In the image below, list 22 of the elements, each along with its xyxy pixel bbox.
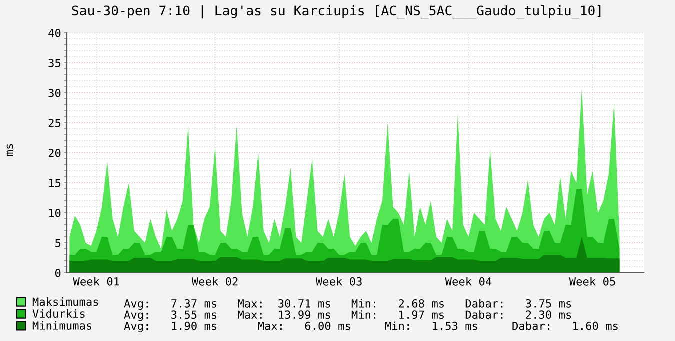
legend-label: Vidurkis — [32, 309, 85, 318]
y-tick-label: 5 — [56, 239, 61, 248]
x-tick-label: Week 01 — [73, 277, 120, 286]
text: Avg: 7.37 ms Max: 30.71 ms Min: 2.68 ms Dabar: 3.75 ms — [124, 299, 572, 310]
y-tick-label: 35 — [48, 59, 61, 68]
legend-label: Minimumas — [32, 321, 92, 330]
x-tick-label: Week 02 — [192, 277, 238, 286]
y-tick-label: 0 — [55, 269, 61, 278]
y-axis-title: ms — [6, 144, 14, 156]
x-tick-label: Week 05 — [569, 277, 616, 286]
text: Avg: 1.90 ms Max: 6.00 ms Min: 1.53 ms Dabar: 1.60 ms — [124, 322, 618, 333]
legend-label: Maksimumas — [32, 298, 98, 306]
chart-title: Sau-30-pen 7:10 | Lag'as su Karciupis [AC_NS_5AC___Gaudo_tulpiu_10] — [72, 5, 601, 19]
text: Avg: 3.55 ms Max: 13.99 ms Min: 1.97 ms Dabar: 2.30 ms — [124, 310, 572, 322]
y-tick-label: 10 — [49, 209, 61, 218]
y-tick-label: 40 — [48, 29, 61, 38]
x-tick-label: Week 04 — [445, 277, 492, 286]
x-tick-label: Week 03 — [316, 277, 362, 286]
y-tick-label: 15 — [49, 179, 61, 188]
y-tick-label: 25 — [48, 119, 61, 128]
y-tick-label: 30 — [48, 89, 61, 98]
y-tick-label: 20 — [48, 149, 61, 158]
